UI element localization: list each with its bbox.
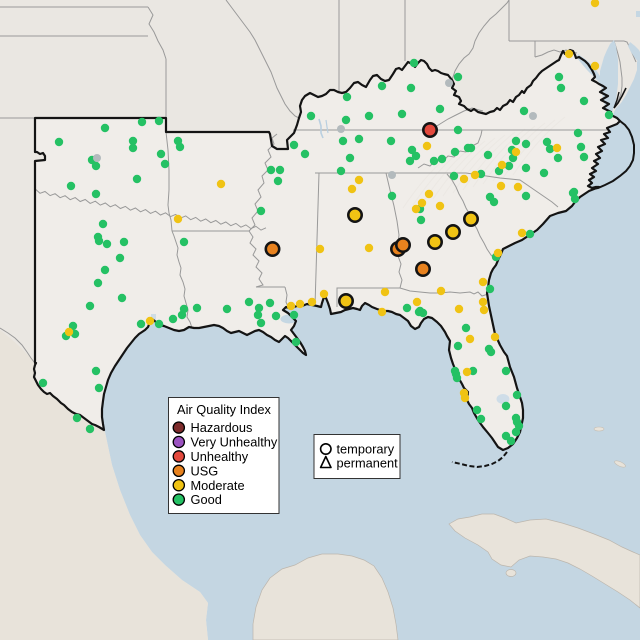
svg-text:permanent: permanent xyxy=(337,456,399,471)
svg-text:Very Unhealthy: Very Unhealthy xyxy=(191,435,278,450)
svg-text:Hazardous: Hazardous xyxy=(191,420,253,435)
svg-text:Moderate: Moderate xyxy=(191,478,245,493)
svg-text:Air Quality Index: Air Quality Index xyxy=(177,402,271,417)
svg-text:USG: USG xyxy=(191,463,219,478)
svg-text:Good: Good xyxy=(191,492,222,507)
svg-text:temporary: temporary xyxy=(337,442,395,457)
svg-text:Unhealthy: Unhealthy xyxy=(191,449,249,464)
